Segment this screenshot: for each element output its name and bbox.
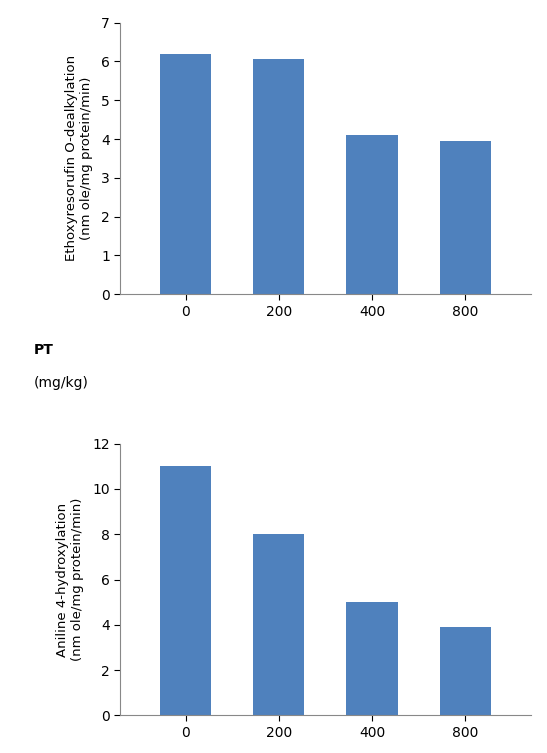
Bar <box>160 466 211 715</box>
Bar <box>440 627 491 715</box>
Text: PT: PT <box>34 343 54 357</box>
Y-axis label: Ethoxyresorufin O-dealkylation
(nm ole/mg protein/min): Ethoxyresorufin O-dealkylation (nm ole/m… <box>65 56 92 261</box>
Bar <box>160 53 211 294</box>
Bar <box>440 141 491 294</box>
Text: (mg/kg): (mg/kg) <box>34 376 89 390</box>
Y-axis label: Aniline 4-hydroxylation
(nm ole/mg protein/min): Aniline 4-hydroxylation (nm ole/mg prote… <box>56 498 84 661</box>
Bar <box>346 135 398 294</box>
Bar <box>346 602 398 715</box>
Bar <box>253 59 305 294</box>
Bar <box>253 534 305 715</box>
